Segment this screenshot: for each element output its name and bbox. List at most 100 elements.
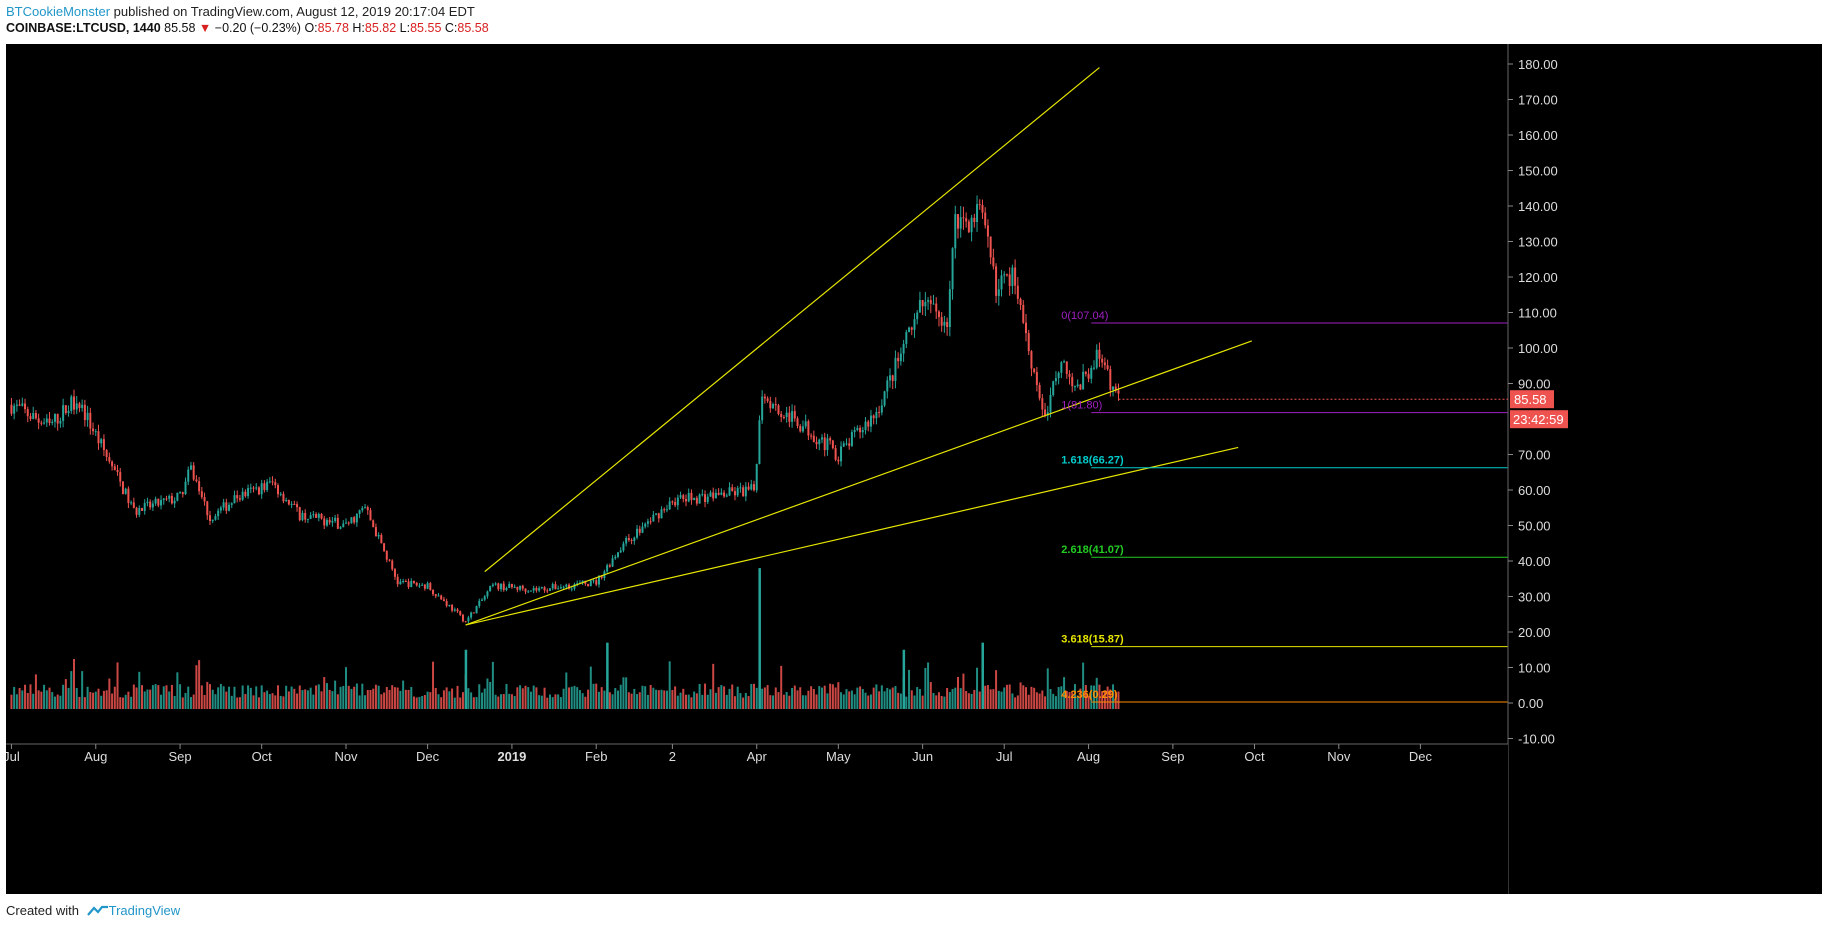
change-arrow-icon: ▼ [198, 21, 212, 35]
candle-body [43, 422, 46, 424]
candle-body [1057, 372, 1060, 379]
volume-bar [818, 686, 821, 709]
volume-bar [1044, 696, 1047, 709]
candle-body [121, 481, 124, 494]
time-tick-label: Dec [1409, 749, 1433, 764]
candle-body [864, 421, 867, 431]
volume-bar [916, 687, 919, 709]
volume-bar [18, 687, 21, 709]
tradingview-brand[interactable]: TradingView [86, 903, 180, 918]
volume-bar [728, 688, 731, 709]
candle-body [1038, 384, 1041, 399]
trendlines[interactable] [465, 67, 1252, 626]
volume-bar [336, 694, 339, 709]
candle-body [1109, 369, 1112, 390]
volume-bar [739, 693, 742, 709]
candle-body [353, 517, 356, 523]
close-value: 85.58 [457, 21, 489, 35]
candle-body [829, 438, 832, 441]
candle-body [312, 514, 315, 516]
volume-bar [440, 697, 443, 709]
candle-body [546, 590, 549, 592]
volume-bar [910, 690, 913, 709]
volume-bar [995, 670, 998, 709]
candle-body [486, 591, 489, 597]
volume-bar [402, 680, 405, 709]
volume-bar [1101, 691, 1104, 709]
candle-body [524, 588, 527, 592]
candle-body [856, 427, 859, 431]
volume-bar [1057, 687, 1060, 709]
candle-body [543, 587, 546, 591]
published-text: published on TradingView.com, August 12,… [113, 4, 475, 19]
volume-bar [793, 685, 796, 709]
volume-bar [859, 686, 862, 709]
fib-extension[interactable]: 0(107.04) 1(81.80) 1.618(66.27) 2.618(41.07… [1061, 310, 1508, 703]
volume-bar [869, 694, 872, 709]
price-chart[interactable]: 0(107.04) 1(81.80) 1.618(66.27) 2.618(41.07… [6, 44, 1822, 894]
candle-body [861, 430, 864, 433]
candle-body [413, 580, 415, 583]
volume-bar [853, 694, 856, 709]
volume-bar [108, 678, 111, 709]
volume-bar [271, 693, 274, 709]
volume-bar [772, 695, 775, 709]
candle-body [225, 502, 228, 511]
candle-body [660, 509, 663, 519]
volume-bar [753, 683, 755, 709]
candle-body [10, 404, 13, 414]
volume-bar [102, 690, 105, 709]
candle-body [336, 517, 339, 529]
volume-bar [864, 692, 867, 709]
volume-bar [429, 692, 432, 709]
volume-bar [1093, 685, 1095, 709]
volume-bar [282, 696, 285, 709]
time-axis[interactable]: Jul Aug Sep Oct Nov Dec 2019 Feb 2 Apr May Jun Jul Au… [6, 743, 1508, 894]
candle-body [587, 583, 590, 587]
candle-body [742, 487, 745, 497]
candle-body [203, 497, 206, 502]
price-axis[interactable]: 180.00 170.00 160.00 150.00 140.00 130.00 120.… [1507, 44, 1822, 894]
chart-area[interactable]: 0(107.04) 1(81.80) 1.618(66.27) 2.618(41.07… [6, 44, 1822, 894]
candle-body [848, 443, 851, 446]
candle-body [162, 498, 165, 501]
volume-bar [451, 688, 454, 709]
candle-body [247, 488, 250, 497]
volume-bar [121, 697, 124, 709]
candle-body [921, 300, 924, 307]
candle-body [1073, 386, 1076, 388]
volume-bar [932, 692, 935, 709]
candle-body [51, 421, 54, 423]
candle-body [1093, 367, 1095, 369]
candle-body [135, 507, 138, 515]
volume-bar [383, 692, 386, 709]
candle-body [249, 487, 252, 489]
time-tick-label: Sep [169, 749, 192, 764]
candle-body [287, 500, 290, 505]
author-link[interactable]: BTCookieMonster [6, 4, 111, 19]
candle-body [671, 501, 674, 503]
volume-bar [766, 685, 769, 709]
candle-body [652, 514, 655, 522]
volume-bar [848, 691, 851, 709]
fib-level-label: 1(81.80) [1061, 400, 1102, 412]
candle-body [679, 495, 682, 498]
time-tick-label: Dec [416, 749, 440, 764]
candle-body [1008, 274, 1011, 287]
candle-body [617, 552, 619, 557]
fib-level-label: 4.236(0.29) [1061, 689, 1118, 701]
time-tick-label: Aug [84, 749, 107, 764]
candle-body [255, 487, 258, 489]
candle-body [799, 426, 802, 432]
candle-body [943, 321, 946, 326]
volume-bar [1005, 684, 1008, 709]
volume-bar [350, 688, 353, 709]
candle-body [793, 411, 796, 419]
publish-line: BTCookieMonster published on TradingView… [6, 4, 475, 19]
volume-bar [1033, 687, 1036, 709]
candle-body [404, 580, 407, 582]
candle-body [592, 580, 595, 582]
volume-bar [94, 691, 97, 709]
volume-bar [244, 694, 247, 709]
volume-bar [32, 693, 35, 709]
